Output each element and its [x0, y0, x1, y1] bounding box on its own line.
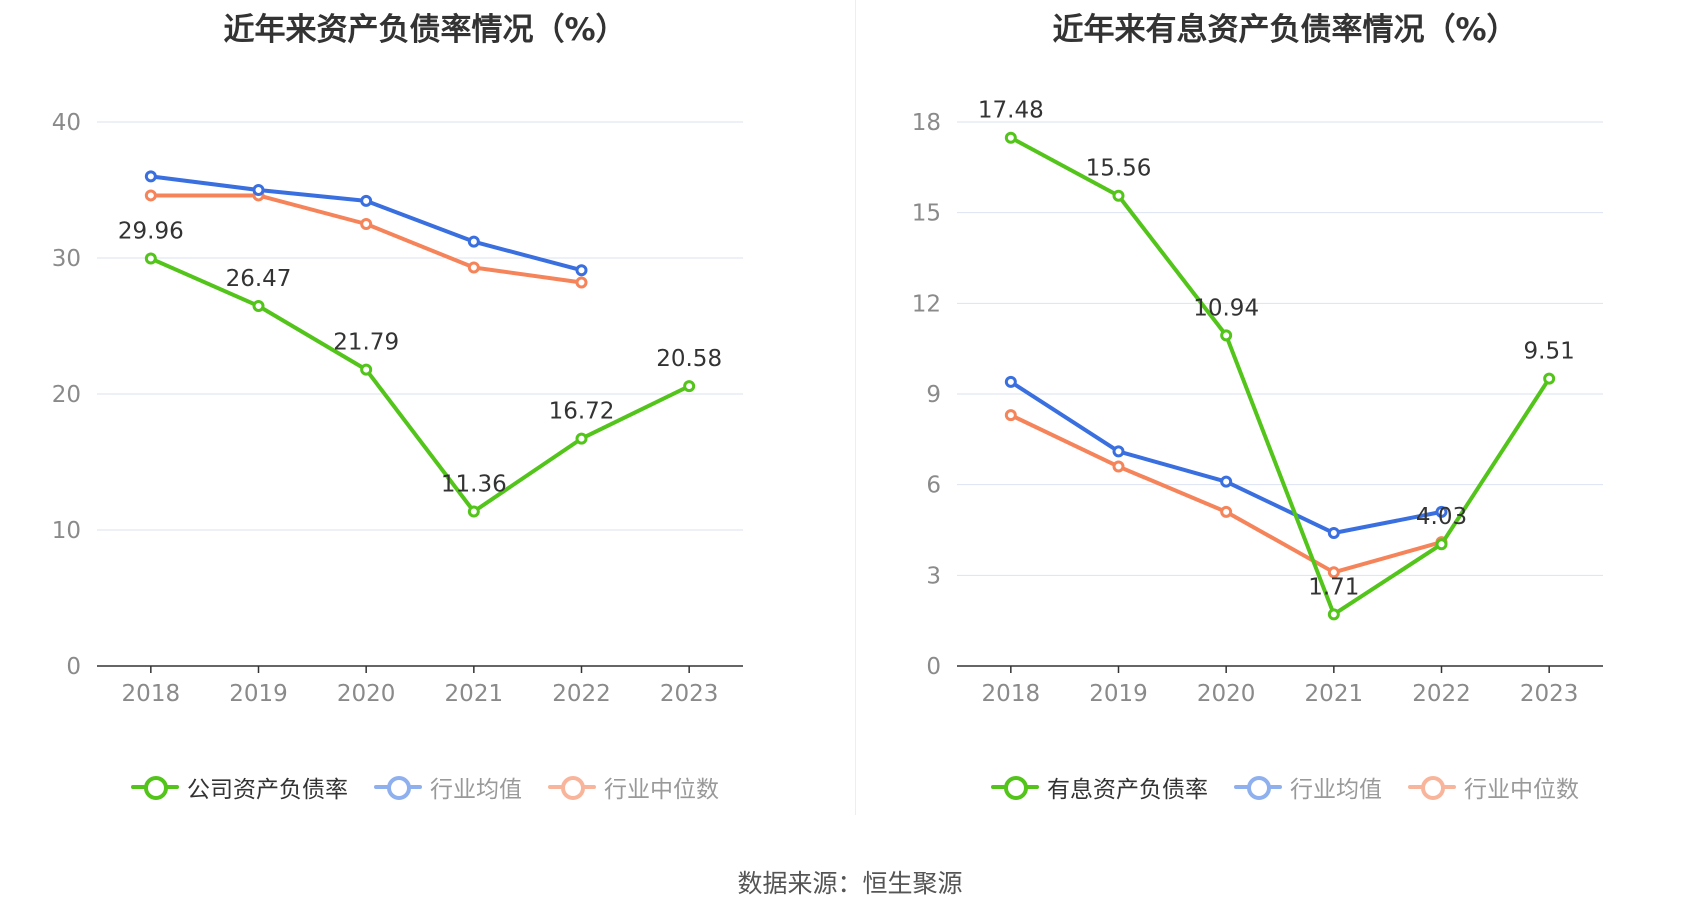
- y-tick-label: 30: [52, 246, 81, 272]
- y-tick-label: 12: [912, 291, 941, 317]
- y-tick-label: 18: [912, 110, 941, 136]
- y-tick-label: 15: [912, 201, 941, 227]
- y-tick-label: 0: [926, 654, 941, 680]
- data-label: 10.94: [1193, 295, 1259, 321]
- legend-label: 行业均值: [430, 777, 522, 803]
- industry-median-series-line: [150, 193, 582, 285]
- company-series-point[interactable]: [1543, 372, 1556, 385]
- y-tick-label: 9: [926, 382, 941, 408]
- legend-marker-icon: [1408, 775, 1456, 800]
- x-tick-label: 2022: [552, 681, 611, 707]
- industry-median-series-point[interactable]: [1112, 460, 1125, 473]
- company-series-point[interactable]: [1220, 329, 1233, 342]
- x-tick-label: 2023: [1520, 681, 1579, 707]
- chart-title: 近年来资产负债率情况（%）: [223, 12, 627, 48]
- company-series-point[interactable]: [1004, 131, 1017, 144]
- legend-label: 行业中位数: [604, 777, 719, 803]
- company-series-point[interactable]: [683, 380, 696, 393]
- industry-average-series-point[interactable]: [1435, 505, 1448, 518]
- industry-median-series-point[interactable]: [360, 218, 373, 230]
- legend-label: 行业均值: [1290, 777, 1382, 803]
- legend-marker-icon: [131, 775, 179, 800]
- industry-median-series-point[interactable]: [1004, 409, 1017, 422]
- y-tick-label: 10: [52, 518, 81, 544]
- company-series-point[interactable]: [144, 252, 157, 265]
- industry-average-series-point[interactable]: [467, 235, 480, 248]
- data-label: 9.51: [1524, 339, 1575, 365]
- legend: 有息资产负债率 行业均值 行业中位数: [860, 770, 1700, 804]
- legend-label: 有息资产负债率: [1047, 777, 1208, 803]
- legend-marker-icon: [1234, 775, 1282, 800]
- y-tick-label: 40: [52, 110, 81, 136]
- legend-item-industry-median[interactable]: 行业中位数: [548, 770, 719, 804]
- legend-item-company[interactable]: 有息资产负债率: [991, 770, 1208, 804]
- data-label: 21.79: [333, 330, 399, 356]
- industry-average-series-point[interactable]: [1220, 475, 1233, 488]
- chart-title: 近年来有息资产负债率情况（%）: [1052, 12, 1518, 48]
- y-tick-label: 3: [926, 563, 941, 589]
- company-series-line: [150, 256, 691, 514]
- y-tick-label: 20: [52, 382, 81, 408]
- legend-item-industry-average[interactable]: 行业均值: [374, 770, 522, 804]
- x-tick-label: 2020: [337, 681, 396, 707]
- company-series-point[interactable]: [252, 300, 265, 313]
- x-tick-label: 2019: [1089, 681, 1148, 707]
- data-label: 20.58: [656, 346, 722, 372]
- panel-divider: [855, 0, 856, 815]
- line-chart-debt-ratio: 0 10 20 30 40 2018 2019 2020 2021 2022 2023 29.96 26…: [52, 110, 743, 707]
- industry-average-series-point[interactable]: [575, 264, 588, 277]
- industry-average-series-point[interactable]: [144, 170, 157, 183]
- legend-label: 行业中位数: [1464, 777, 1579, 803]
- data-label: 11.36: [441, 472, 507, 498]
- data-label: 15.56: [1086, 156, 1152, 182]
- industry-average-series-point[interactable]: [1112, 445, 1125, 458]
- data-label: 29.96: [118, 219, 184, 245]
- company-series-point[interactable]: [1435, 538, 1448, 551]
- industry-median-series-point[interactable]: [467, 261, 480, 274]
- x-tick-label: 2023: [660, 681, 719, 707]
- x-tick-label: 2018: [982, 681, 1041, 707]
- data-label: 4.03: [1416, 504, 1467, 530]
- company-series-point[interactable]: [467, 505, 480, 518]
- industry-median-series-line: [1009, 413, 1443, 575]
- company-series-point[interactable]: [1112, 189, 1125, 202]
- industry-median-series-point[interactable]: [1327, 566, 1340, 579]
- x-tick-label: 2021: [445, 681, 504, 707]
- company-series-point[interactable]: [1327, 608, 1340, 621]
- data-label: 26.47: [226, 266, 292, 292]
- x-tick-label: 2019: [229, 681, 288, 707]
- x-tick-label: 2021: [1305, 681, 1364, 707]
- industry-median-series-point[interactable]: [1220, 505, 1233, 518]
- industry-median-series-point[interactable]: [144, 189, 157, 202]
- industry-average-series-point[interactable]: [360, 194, 373, 207]
- x-tick-label: 2018: [122, 681, 181, 707]
- chart-panel-debt-ratio: 近年来资产负债率情况（%） 0 10 20 30 40 2018 2019 2020 2021 2…: [0, 0, 850, 830]
- industry-average-series-point[interactable]: [252, 184, 265, 196]
- company-series-line: [1009, 135, 1551, 617]
- data-source-note: 数据来源：恒生聚源: [737, 869, 963, 898]
- industry-average-series-point[interactable]: [1327, 527, 1340, 540]
- legend-item-industry-average[interactable]: 行业均值: [1234, 770, 1382, 804]
- legend-item-industry-median[interactable]: 行业中位数: [1408, 770, 1579, 804]
- y-tick-label: 0: [66, 654, 81, 680]
- x-tick-label: 2022: [1412, 681, 1471, 707]
- line-chart-interest-bearing-debt-ratio: 0 3 6 9 12 15 18 2018 2019 2020 2021 2022 2023 17.48 1…: [912, 98, 1603, 707]
- data-label: 17.48: [978, 98, 1044, 124]
- legend: 公司资产负债率 行业均值 行业中位数: [0, 770, 850, 804]
- data-label: 16.72: [549, 399, 615, 425]
- company-series-point[interactable]: [360, 363, 373, 376]
- x-tick-label: 2020: [1197, 681, 1256, 707]
- legend-item-company[interactable]: 公司资产负债率: [131, 770, 348, 804]
- company-series-point[interactable]: [575, 432, 588, 445]
- data-label: 1.71: [1308, 574, 1359, 600]
- legend-marker-icon: [548, 775, 596, 800]
- y-tick-label: 6: [926, 473, 941, 499]
- legend-marker-icon: [374, 775, 422, 800]
- industry-median-series-point[interactable]: [575, 276, 588, 289]
- industry-average-series-point[interactable]: [1004, 375, 1017, 388]
- legend-label: 公司资产负债率: [187, 777, 348, 803]
- chart-panel-interest-bearing-debt-ratio: 近年来有息资产负债率情况（%） 0 3 6 9 12 15 18 2018 2019 2020 20…: [860, 0, 1700, 830]
- legend-marker-icon: [991, 775, 1039, 800]
